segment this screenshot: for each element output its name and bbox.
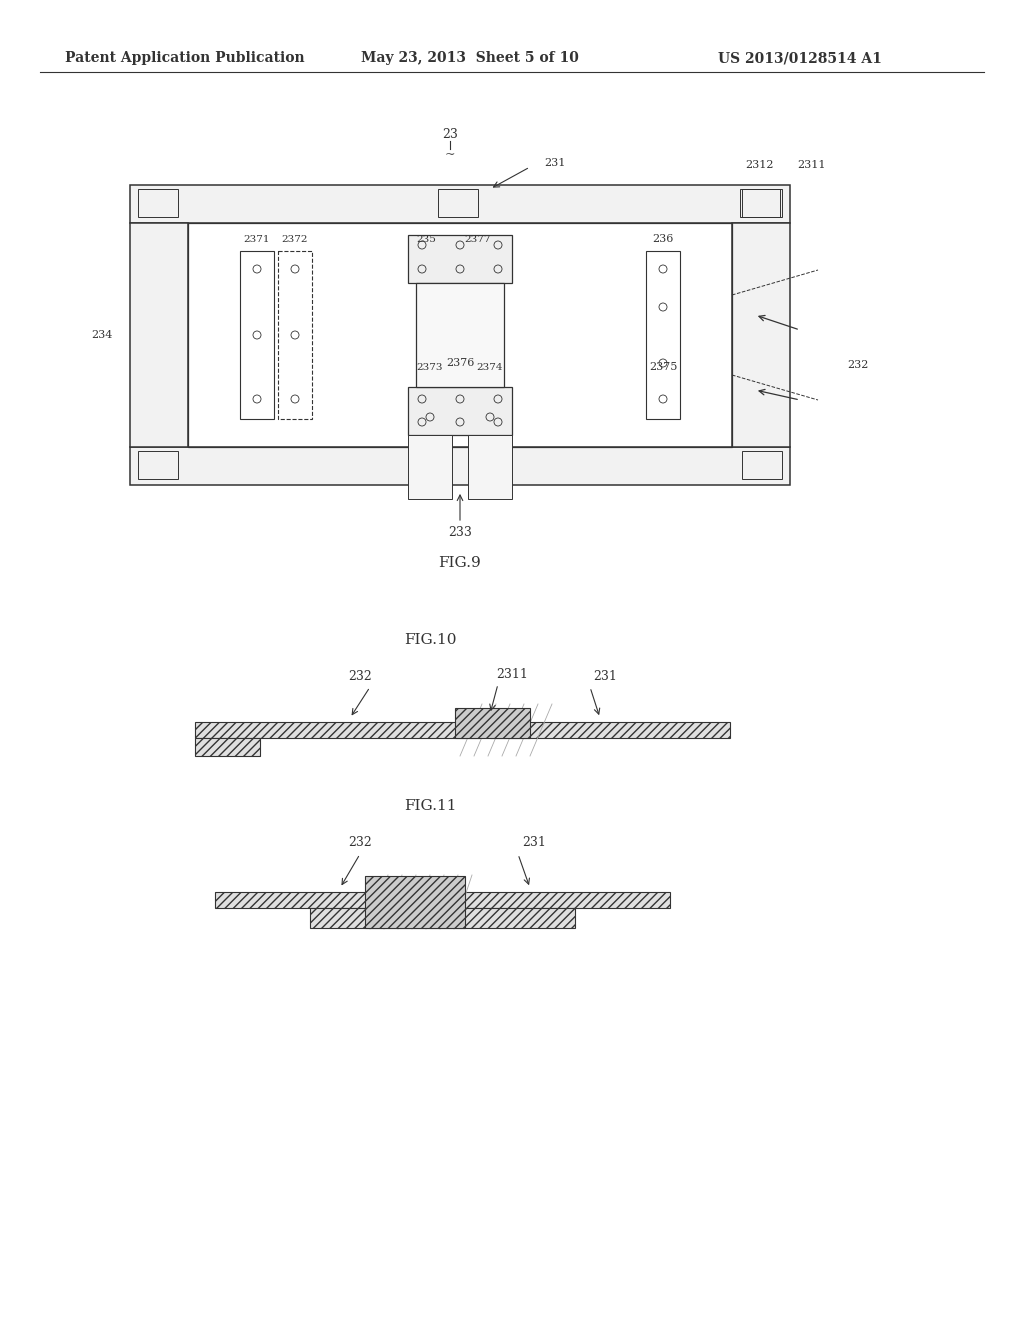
Text: Patent Application Publication: Patent Application Publication (66, 51, 305, 65)
Bar (740, 189, 780, 216)
Bar (468, 451, 508, 479)
Bar (416, 282, 504, 387)
Text: 232: 232 (847, 360, 868, 370)
Text: ~: ~ (444, 149, 456, 161)
Text: 236: 236 (652, 234, 674, 244)
Text: US 2013/0128514 A1: US 2013/0128514 A1 (718, 51, 882, 65)
Bar (278, 251, 312, 418)
Bar (130, 223, 188, 447)
Text: 23: 23 (442, 128, 458, 141)
Text: 2374: 2374 (477, 363, 503, 371)
Text: 231: 231 (522, 836, 546, 849)
Bar (468, 436, 512, 499)
Text: 234: 234 (91, 330, 113, 341)
Bar (408, 235, 512, 282)
Bar (732, 223, 790, 447)
Text: 2372: 2372 (282, 235, 308, 243)
Bar (408, 436, 452, 499)
Text: 231: 231 (593, 669, 616, 682)
Text: 2311: 2311 (496, 668, 528, 681)
Bar (742, 451, 782, 479)
Text: 232: 232 (348, 669, 372, 682)
Text: 235: 235 (416, 235, 436, 243)
Bar (742, 189, 782, 216)
Bar (130, 447, 790, 484)
Text: 2377: 2377 (465, 235, 492, 243)
Polygon shape (310, 908, 575, 928)
Polygon shape (490, 722, 730, 738)
Text: 2312: 2312 (745, 160, 774, 170)
Bar (188, 223, 732, 447)
Bar (138, 189, 178, 216)
Polygon shape (215, 892, 670, 908)
Text: 2371: 2371 (244, 235, 270, 243)
Polygon shape (195, 738, 260, 756)
Polygon shape (455, 708, 530, 738)
Polygon shape (195, 722, 480, 738)
Text: 233: 233 (449, 527, 472, 540)
Bar (438, 189, 478, 216)
Bar (408, 387, 512, 436)
Polygon shape (365, 876, 465, 928)
Text: 2375: 2375 (649, 362, 677, 372)
Text: May 23, 2013  Sheet 5 of 10: May 23, 2013 Sheet 5 of 10 (361, 51, 579, 65)
Bar (646, 251, 680, 418)
Text: 2373: 2373 (417, 363, 443, 371)
Text: FIG.10: FIG.10 (403, 634, 457, 647)
Text: 232: 232 (348, 836, 372, 849)
Text: FIG.11: FIG.11 (403, 799, 457, 813)
Bar (130, 185, 790, 223)
Bar (240, 251, 274, 418)
Bar (138, 451, 178, 479)
Bar (410, 451, 450, 479)
Text: 2311: 2311 (798, 160, 826, 170)
Text: 231: 231 (545, 158, 565, 168)
Text: FIG.9: FIG.9 (438, 556, 481, 570)
Text: 2376: 2376 (445, 358, 474, 368)
